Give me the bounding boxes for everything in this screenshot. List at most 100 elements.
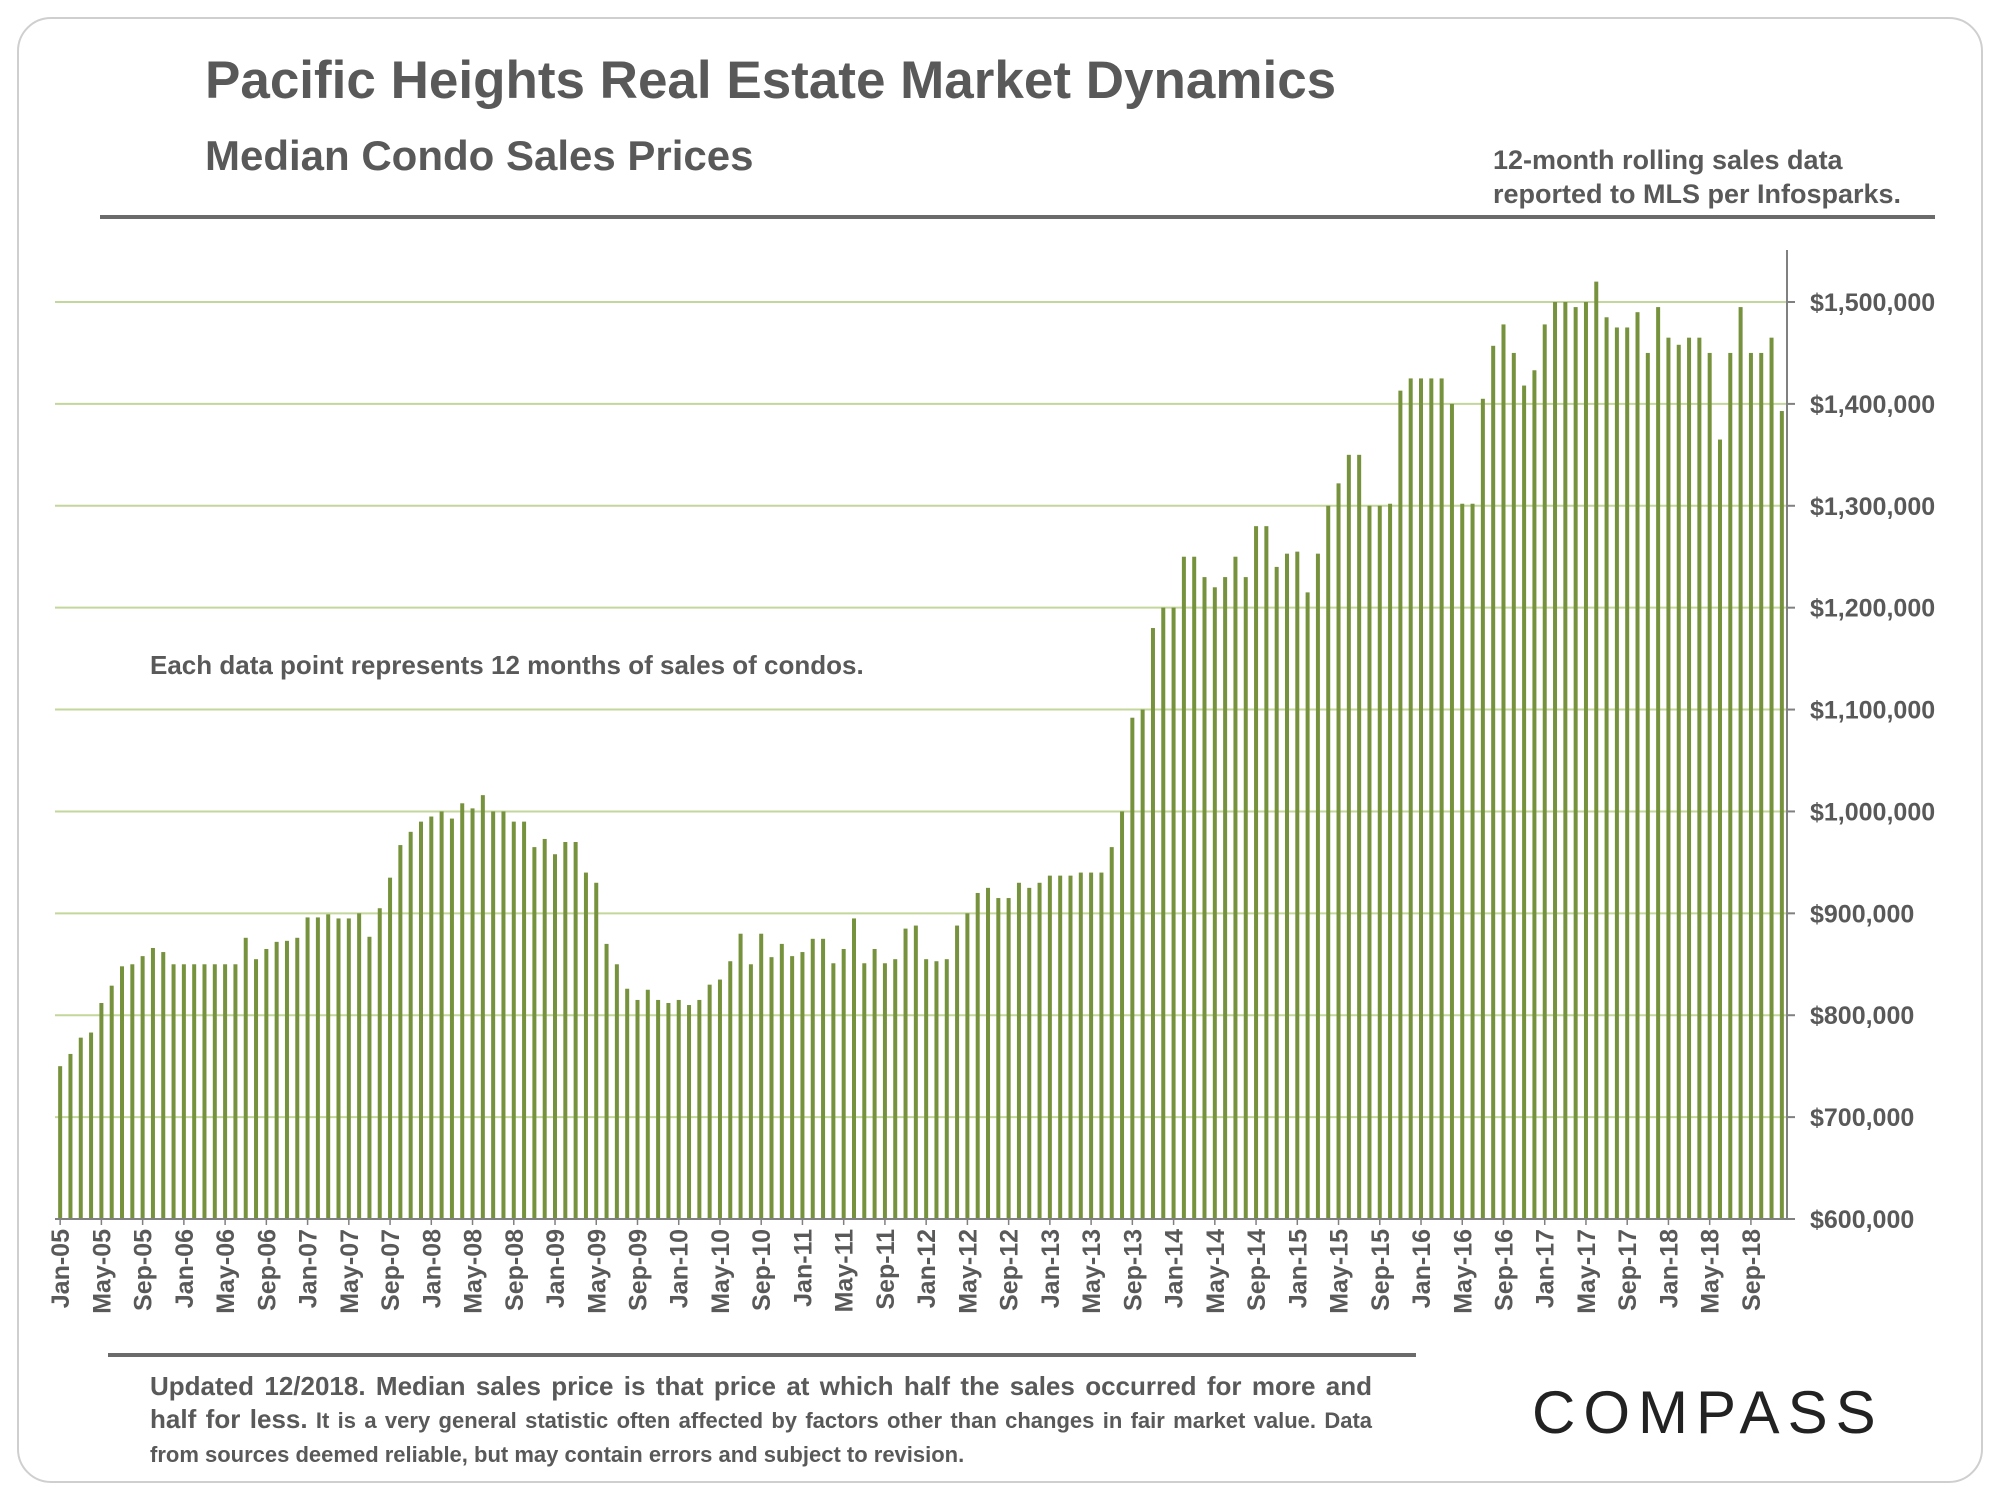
bar — [790, 956, 795, 1219]
bar — [893, 959, 898, 1219]
bar — [1109, 847, 1114, 1219]
bar — [171, 964, 176, 1219]
bar — [1171, 607, 1176, 1219]
bar — [233, 964, 238, 1219]
chart-subtitle: Median Condo Sales Prices — [205, 132, 754, 179]
x-tick-label: May-16 — [1449, 1229, 1477, 1314]
y-tick-label: $1,200,000 — [1810, 595, 1935, 623]
bar — [769, 957, 774, 1219]
bar — [326, 914, 331, 1219]
bar — [1274, 566, 1279, 1219]
bar — [1130, 717, 1135, 1219]
bar — [831, 963, 836, 1219]
bar — [1016, 882, 1021, 1219]
bar — [1233, 556, 1238, 1219]
x-tick-label: Sep-14 — [1243, 1229, 1271, 1311]
bar — [1501, 324, 1506, 1219]
x-tick-label: May-11 — [831, 1229, 859, 1312]
bar — [1449, 403, 1454, 1219]
bar — [1563, 302, 1568, 1219]
bar — [1284, 553, 1289, 1219]
bar — [1769, 337, 1774, 1219]
footnote-part-1: Updated 12/2018. Median sales price is t… — [150, 1371, 1372, 1434]
bar — [1439, 378, 1444, 1219]
source-note-line-2: reported to MLS per Infosparks. — [1493, 179, 1902, 209]
bar — [274, 941, 279, 1219]
x-tick-label: May-08 — [460, 1229, 488, 1314]
bar — [1295, 551, 1300, 1219]
bar — [470, 808, 475, 1219]
x-tick-label: Jan-05 — [47, 1229, 75, 1308]
x-tick-label: May-10 — [707, 1229, 735, 1314]
source-note: 12-month rolling sales data reported to … — [1493, 143, 1901, 211]
x-tick-label: Sep-05 — [130, 1229, 158, 1311]
x-tick-label: Sep-11 — [872, 1229, 900, 1310]
bar — [1027, 887, 1032, 1219]
bar — [305, 917, 310, 1219]
y-tick-label: $1,500,000 — [1810, 289, 1935, 317]
bar — [1212, 587, 1217, 1219]
bar — [1357, 454, 1362, 1220]
bar — [1140, 709, 1145, 1219]
bar — [212, 964, 217, 1219]
x-tick-label: Sep-13 — [1119, 1229, 1147, 1311]
bar — [243, 937, 248, 1219]
x-tick-label: Sep-18 — [1738, 1229, 1766, 1311]
y-tick-label: $600,000 — [1810, 1206, 1914, 1234]
x-tick-label: May-06 — [212, 1229, 240, 1314]
bar — [1594, 281, 1599, 1219]
bar — [449, 818, 454, 1219]
bar — [996, 898, 1001, 1219]
bar — [1614, 327, 1619, 1220]
bar — [542, 838, 547, 1219]
bar — [1480, 398, 1485, 1219]
footnote-part-2: It is a very general statistic often aff… — [150, 1408, 1373, 1467]
bar — [58, 1066, 63, 1219]
bar — [1583, 302, 1588, 1219]
bar — [181, 964, 186, 1219]
bar — [697, 999, 702, 1219]
bar — [1553, 302, 1558, 1219]
bar — [161, 952, 166, 1219]
bar — [388, 877, 393, 1219]
bar — [1748, 352, 1753, 1219]
bar — [1264, 526, 1269, 1219]
bar — [140, 956, 145, 1219]
bar — [1717, 439, 1722, 1219]
bar — [1511, 352, 1516, 1219]
bar — [1604, 317, 1609, 1219]
bar — [223, 964, 228, 1219]
x-tick-label: Jan-07 — [295, 1229, 323, 1308]
bar — [800, 952, 805, 1219]
bar — [748, 964, 753, 1219]
bar — [357, 913, 362, 1219]
y-tick-label: $800,000 — [1810, 1002, 1914, 1030]
x-tick-label: May-14 — [1202, 1229, 1230, 1314]
bar — [460, 803, 465, 1219]
bar — [656, 999, 661, 1219]
bar — [264, 948, 269, 1219]
x-tick-label: Jan-14 — [1161, 1229, 1189, 1308]
bar — [955, 925, 960, 1219]
bar — [295, 937, 300, 1219]
bar — [1779, 411, 1784, 1219]
bar — [130, 964, 135, 1219]
x-tick-label: May-05 — [88, 1229, 116, 1314]
bar — [924, 959, 929, 1219]
bar — [841, 948, 846, 1219]
bar — [1573, 307, 1578, 1220]
bar — [882, 963, 887, 1219]
x-tick-label: Jan-15 — [1284, 1229, 1312, 1308]
bar — [1377, 505, 1382, 1219]
bar — [779, 943, 784, 1219]
source-note-line-1: 12-month rolling sales data — [1493, 145, 1843, 175]
bar — [1161, 607, 1166, 1219]
bar — [1697, 337, 1702, 1219]
bar — [872, 948, 877, 1219]
bar — [986, 887, 991, 1219]
bar — [851, 918, 856, 1219]
bar — [1254, 526, 1259, 1219]
bar — [480, 795, 485, 1219]
bar — [1388, 503, 1393, 1219]
bar — [1398, 390, 1403, 1219]
